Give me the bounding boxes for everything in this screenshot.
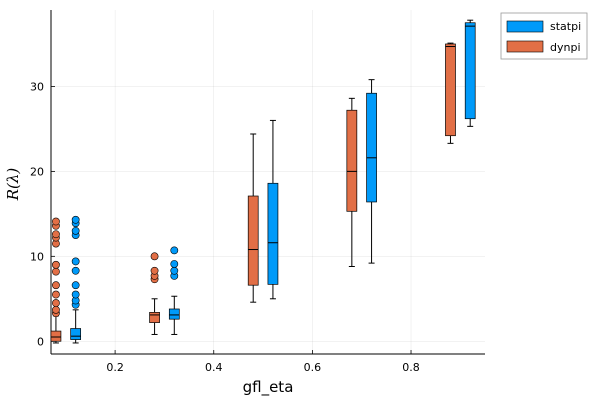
dynpi-outlier-point: [52, 260, 60, 269]
x-tick-label: 0.4: [205, 361, 223, 374]
statpi-box: [366, 92, 377, 203]
statpi-outlier-point: [170, 266, 179, 275]
y-tick-label: 20: [30, 165, 44, 178]
legend-frame: [500, 12, 588, 60]
y-tick-label: 0: [37, 335, 44, 348]
dynpi-outlier-point: [150, 266, 159, 275]
dynpi-outlier-point: [52, 299, 60, 307]
x-tick-label: 0.2: [106, 361, 124, 374]
dynpi-outlier-point: [52, 230, 60, 239]
dynpi-outlier-point: [52, 290, 60, 299]
x-axis-title: gfl_eta: [243, 378, 294, 397]
ticks: 0.2 0.4 0.6 0.8 0 10 20 30: [30, 80, 420, 374]
statpi-box: [464, 22, 476, 120]
statpi-box: [168, 308, 180, 320]
dynpi-box: [247, 195, 259, 286]
axes: [50, 10, 485, 355]
legend-swatch-statpi: [506, 20, 544, 33]
statpi-box: [70, 328, 82, 340]
statpi-outlier-point: [71, 226, 80, 235]
data-marks: [50, 19, 476, 344]
legend-label-statpi: statpi: [550, 20, 581, 33]
x-tick-label: 0.8: [402, 361, 420, 374]
dynpi-outlier-point: [52, 217, 60, 226]
statpi-outlier-point: [71, 281, 80, 290]
legend-swatch-dynpi: [506, 40, 544, 53]
statpi-outlier-point: [71, 290, 80, 299]
legend-label-dynpi: dynpi: [550, 41, 581, 54]
legend: statpi dynpi: [500, 12, 588, 60]
dynpi-box: [346, 109, 358, 212]
dynpi-outlier-point: [52, 305, 60, 314]
dynpi-box: [50, 330, 62, 342]
y-axis-title: R(λ): [4, 168, 22, 202]
statpi-outlier-point: [71, 215, 80, 224]
dynpi-outlier-point: [52, 267, 60, 276]
statpi-outlier-point: [71, 257, 80, 266]
statpi-outlier-point: [170, 246, 179, 255]
grid: [51, 10, 485, 354]
y-tick-label: 30: [30, 80, 44, 93]
dynpi-box: [149, 312, 160, 323]
statpi-outlier-point: [170, 260, 179, 268]
statpi-outlier-point: [71, 266, 80, 275]
dynpi-box: [445, 43, 456, 137]
statpi-box: [267, 182, 279, 285]
dynpi-outlier-point: [52, 281, 60, 290]
dynpi-outlier-point: [150, 252, 159, 261]
y-tick-label: 10: [30, 250, 44, 263]
x-tick-label: 0.6: [304, 361, 322, 374]
